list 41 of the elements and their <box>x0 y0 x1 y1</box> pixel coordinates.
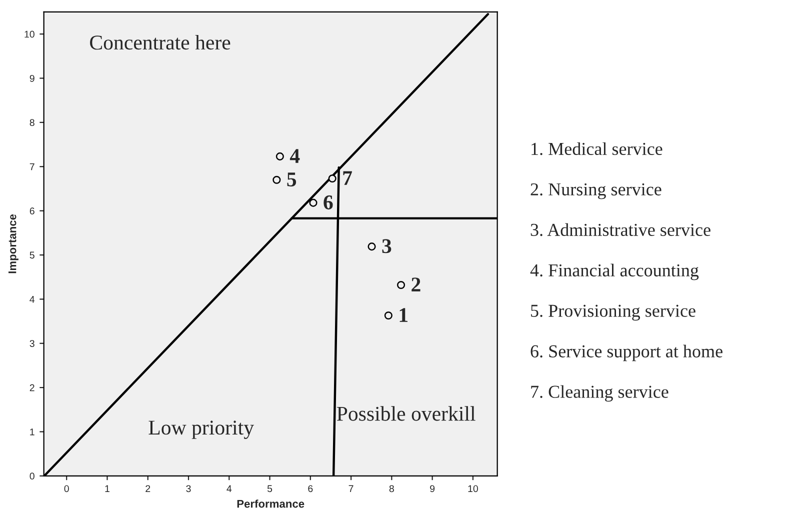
y-tick-label: 2 <box>30 384 34 392</box>
x-tick-label: 8 <box>389 485 394 492</box>
annotation: 3 <box>382 239 392 254</box>
x-tick-label: 10 <box>468 485 478 492</box>
x-tick-label: 9 <box>430 485 435 492</box>
y-axis-title: Importance <box>8 214 18 274</box>
x-axis-title: Performance <box>237 500 304 508</box>
annotation: Concentrate here <box>90 34 230 50</box>
y-tick-label: 1 <box>30 428 34 436</box>
text: 1. Medical service <box>532 142 662 156</box>
annotation: 2 <box>412 278 420 292</box>
x-tick-label: 0 <box>64 485 69 492</box>
x-tick-label: 4 <box>226 485 232 492</box>
annotation: 5 <box>287 172 296 186</box>
y-tick-label: 7 <box>30 163 34 170</box>
y-tick-label: 9 <box>30 74 34 82</box>
text: 6. Service support at home <box>530 344 722 362</box>
annotation: 4 <box>290 149 300 163</box>
annotation: Possible overkill <box>336 406 476 421</box>
text: 2. Nursing service <box>530 183 662 200</box>
y-tick-label: 6 <box>30 208 34 214</box>
x-tick-label: 6 <box>308 485 313 492</box>
text: 5. Provisioning service <box>531 304 696 321</box>
text: 3. Administrative service <box>530 223 710 236</box>
y-tick-label: 4 <box>30 296 35 303</box>
annotation: 7 <box>343 171 352 185</box>
text: 7. Cleaning service <box>531 385 668 402</box>
annotation: Low priority <box>148 420 254 439</box>
y-tick-label: 10 <box>24 30 34 38</box>
annotation: 1 <box>400 308 408 322</box>
y-tick-label: 8 <box>30 119 34 126</box>
x-tick-label: 2 <box>146 485 150 492</box>
annotation: 6 <box>324 195 333 210</box>
y-tick-label: 3 <box>30 340 34 347</box>
x-tick-label: 7 <box>348 485 354 492</box>
x-tick-label: 1 <box>105 485 110 492</box>
x-tick-label: 5 <box>267 485 272 492</box>
text: 4. Financial accounting <box>530 264 699 280</box>
y-tick-label: 0 <box>30 472 34 480</box>
x-tick-label: 3 <box>186 485 191 492</box>
y-tick-label: 5 <box>30 252 34 259</box>
